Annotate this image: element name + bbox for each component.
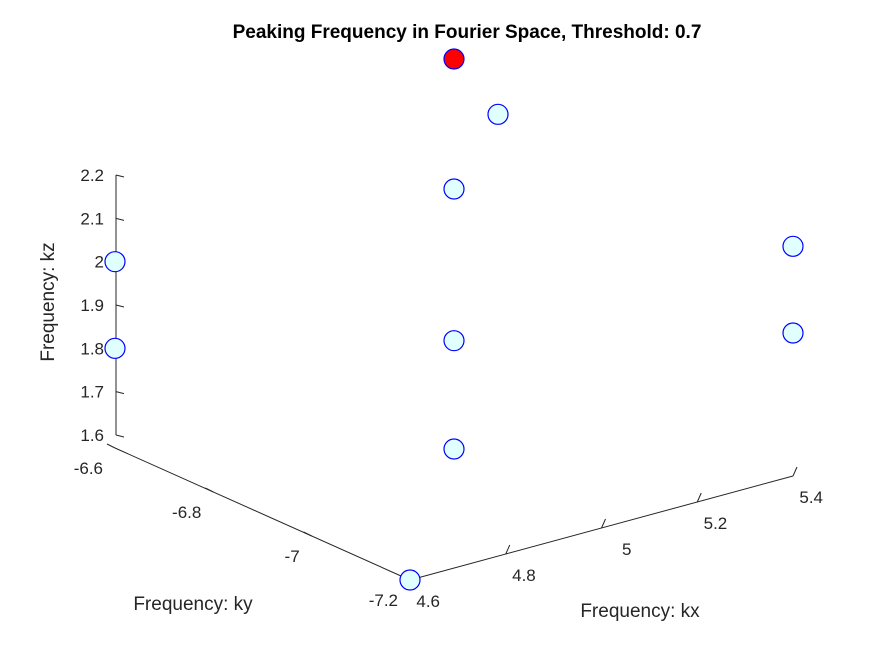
y-tick-label: -6.8 xyxy=(172,503,201,522)
z-tick-label: 1.9 xyxy=(80,296,104,315)
data-point xyxy=(443,178,465,200)
x-tick-label: 4.6 xyxy=(416,592,440,611)
x-axis-label: Frequency: kx xyxy=(580,601,700,622)
data-point xyxy=(487,103,509,125)
z-tick-mark xyxy=(115,304,125,308)
z-tick-label: 1.7 xyxy=(80,383,104,402)
z-tick-label: 1.6 xyxy=(80,426,104,445)
x-tick-mark xyxy=(601,518,606,529)
z-tick-mark xyxy=(115,217,125,221)
z-tick-label: 2 xyxy=(95,253,104,272)
data-point xyxy=(104,337,126,359)
highlight-data-point xyxy=(443,48,465,70)
z-tick-mark xyxy=(115,434,125,438)
x-tick-label: 5.4 xyxy=(799,488,823,507)
z-tick-label: 2.1 xyxy=(80,209,104,228)
z-tick-label: 1.8 xyxy=(80,339,104,358)
chart-title: Peaking Frequency in Fourier Space, Thre… xyxy=(233,22,702,43)
x-tick-label: 5 xyxy=(622,540,631,559)
x-tick-label: 4.8 xyxy=(512,566,536,585)
x-tick-mark xyxy=(792,466,798,477)
z-tick-mark xyxy=(115,174,125,178)
ticks-layer: 4.6 4.8 5 5.2 5.4 -6.6 -6.8 -7 -7.2 1.6 1.7 1.8 1.9 2… xyxy=(74,166,823,611)
data-point xyxy=(443,330,465,352)
z-tick-label: 2.2 xyxy=(80,166,104,185)
y-tick-label: -7.2 xyxy=(369,591,398,610)
axes-layer xyxy=(114,175,794,581)
y-tick-mark xyxy=(205,487,214,493)
y-axis-line xyxy=(114,447,411,581)
z-tick-mark xyxy=(115,391,125,395)
x-tick-mark xyxy=(505,544,511,555)
x-tick-mark xyxy=(696,492,702,503)
points-layer xyxy=(104,48,804,591)
y-tick-mark xyxy=(106,443,116,449)
y-tick-label: -6.6 xyxy=(74,459,103,478)
data-point xyxy=(782,235,804,257)
x-tick-label: 5.2 xyxy=(704,514,728,533)
y-tick-mark xyxy=(303,531,312,537)
data-point xyxy=(782,322,804,344)
data-point xyxy=(104,251,126,273)
data-point xyxy=(399,569,421,591)
y-tick-label: -7 xyxy=(285,547,300,566)
z-axis-label: Frequency: kz xyxy=(38,242,59,361)
y-axis-label: Frequency: ky xyxy=(133,594,253,615)
data-point xyxy=(443,438,465,460)
